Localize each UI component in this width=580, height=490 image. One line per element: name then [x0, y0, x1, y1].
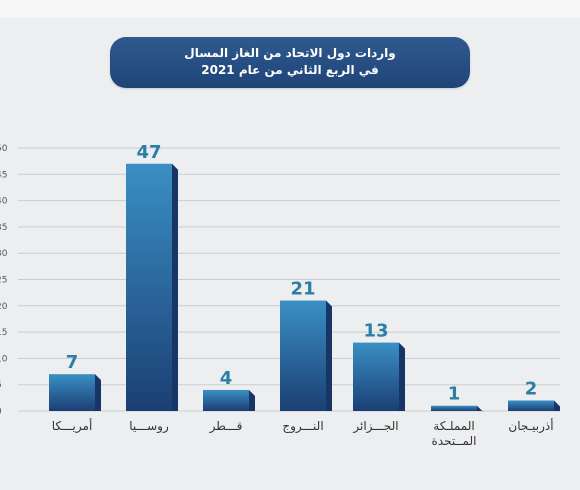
- value-label: 1: [448, 384, 461, 405]
- y-tick-label: 10: [0, 354, 8, 364]
- y-tick-label: 15: [0, 328, 7, 338]
- category-label: روســـيا: [129, 419, 169, 434]
- value-label: 7: [66, 352, 79, 373]
- bar: [508, 400, 554, 411]
- bar: [280, 300, 326, 411]
- value-label: 47: [136, 142, 161, 163]
- bar-side: [554, 400, 560, 411]
- y-tick-label: 35: [0, 223, 7, 233]
- y-tick-label: 45: [0, 170, 7, 180]
- bar-side: [172, 163, 178, 411]
- y-tick-label: 20: [0, 302, 8, 312]
- y-tick-label: 40: [0, 197, 8, 207]
- category-label: المملـكة: [433, 419, 474, 433]
- y-axis-ticks: 0 5 10 15 20 25 30 35 40 45 50: [0, 144, 8, 417]
- y-tick-label: 30: [0, 249, 8, 259]
- value-label: 4: [220, 368, 233, 389]
- value-label: 21: [290, 279, 315, 300]
- bar: [49, 374, 95, 411]
- y-tick-label: 0: [0, 407, 2, 417]
- y-tick-label: 5: [0, 381, 2, 391]
- value-label: 13: [363, 321, 388, 342]
- category-label: النـــروج: [282, 419, 323, 434]
- bar: [203, 389, 249, 411]
- labels-layer: 7أمريـــكا47روســـيا4قـــطر21النـــروج13…: [52, 142, 554, 448]
- bars-layer: [49, 163, 560, 412]
- bar: [353, 342, 399, 411]
- chart-title-line2: في الربع الثاني من عام 2021: [201, 63, 379, 77]
- category-label: أمريـــكا: [52, 418, 93, 434]
- bar: [431, 405, 477, 411]
- y-tick-label: 50: [0, 144, 8, 154]
- bar: [126, 163, 172, 411]
- bar-side: [399, 342, 405, 411]
- bar-side: [477, 405, 483, 412]
- bar-side: [326, 300, 332, 411]
- bar-side: [95, 374, 101, 411]
- y-tick-label: 25: [0, 276, 7, 286]
- bar-side: [249, 389, 255, 411]
- top-strip: [0, 0, 580, 18]
- category-label: أذربيـجان: [508, 418, 553, 434]
- chart-title-line1: واردات دول الاتحاد من الغاز المسال: [184, 46, 396, 60]
- category-label: المــتحدة: [432, 434, 477, 448]
- category-label: الجـــزائر: [352, 419, 398, 434]
- value-label: 2: [525, 378, 538, 399]
- chart-title-box: واردات دول الاتحاد من الغاز المسال في ال…: [110, 37, 470, 88]
- category-label: قـــطر: [209, 419, 243, 434]
